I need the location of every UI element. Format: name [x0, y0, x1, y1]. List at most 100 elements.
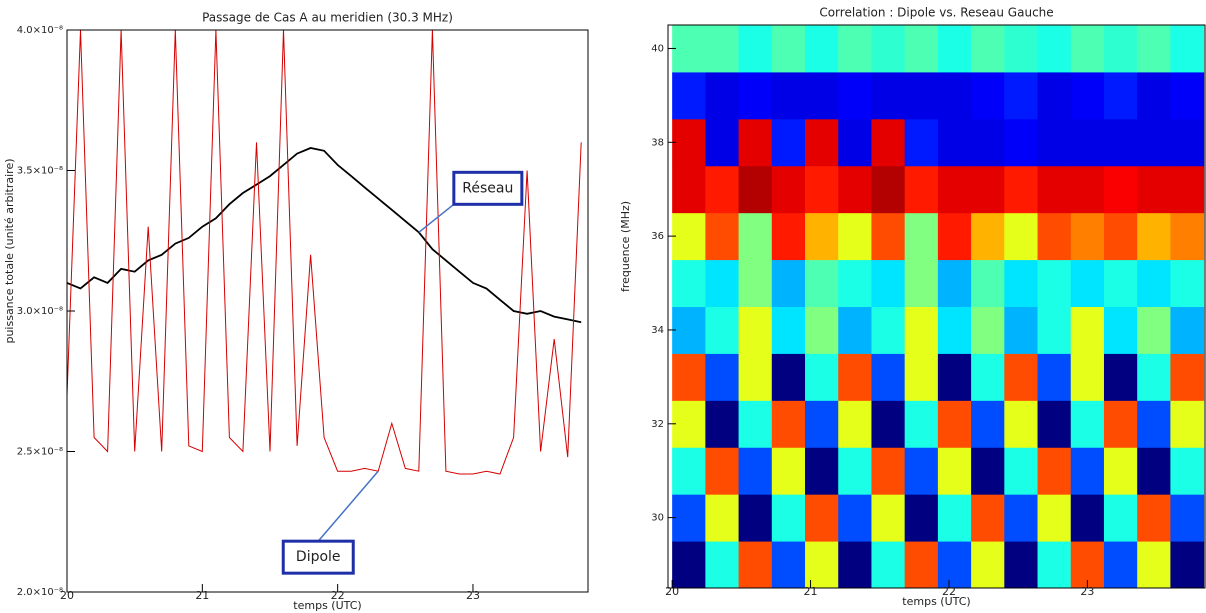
heat-cell — [1103, 447, 1138, 495]
y-tick-label: 36 — [651, 231, 664, 242]
heat-cell — [738, 165, 773, 214]
heat-cell — [1103, 306, 1138, 354]
heat-cell — [672, 353, 706, 401]
x-tick-label: 23 — [1080, 585, 1094, 598]
x-tick-label: 20 — [665, 585, 679, 598]
heat-cell — [904, 118, 939, 167]
heat-cell — [738, 494, 773, 542]
heat-cell — [1103, 71, 1138, 120]
heat-cell — [971, 306, 1005, 354]
heat-cell — [1004, 71, 1039, 120]
heat-cell — [1070, 165, 1105, 214]
heat-cell — [738, 400, 773, 448]
heat-cell — [805, 165, 839, 214]
series-line — [67, 147, 582, 324]
heat-cell — [1103, 400, 1138, 448]
heat-cell — [1137, 494, 1171, 542]
heat-cell — [937, 494, 972, 542]
heat-cell — [1004, 447, 1039, 495]
heat-cell — [672, 494, 706, 542]
heat-cell — [672, 259, 706, 307]
heat-cell — [838, 71, 872, 120]
heat-cell — [971, 400, 1005, 448]
heat-cell — [1037, 118, 1072, 167]
heat-cell — [1070, 353, 1105, 401]
legend-box — [452, 170, 524, 206]
series-line — [67, 30, 582, 475]
heat-cell — [705, 118, 740, 167]
heat-cell — [705, 447, 740, 495]
heat-cell — [738, 71, 773, 120]
heat-cell — [1103, 541, 1138, 588]
heat-cell — [937, 541, 972, 588]
heat-cell — [838, 212, 872, 261]
plot-frame — [667, 24, 1206, 589]
y-tick-label: 3.0×10⁻⁸ — [17, 306, 63, 317]
heat-cell — [672, 400, 706, 448]
heat-cell — [1170, 212, 1205, 261]
heat-cell — [1070, 212, 1105, 261]
heat-cell — [672, 71, 706, 120]
heat-cell — [738, 259, 773, 307]
heat-cell — [937, 212, 972, 261]
heat-cell — [705, 541, 740, 588]
heat-cell — [1137, 447, 1171, 495]
heat-cell — [937, 25, 972, 73]
heat-cell — [805, 259, 839, 307]
heat-cell — [805, 447, 839, 495]
heat-cell — [904, 400, 939, 448]
heat-cell — [771, 494, 806, 542]
heat-cell — [672, 118, 706, 167]
heat-cell — [705, 165, 740, 214]
heat-cell — [871, 541, 906, 588]
heat-cell — [771, 447, 806, 495]
y-axis-label: puissance totale (unité arbitraire) — [3, 158, 16, 343]
heat-cell — [771, 71, 806, 120]
heat-cell — [971, 165, 1005, 214]
heat-cell — [838, 118, 872, 167]
x-tick-label: 21 — [195, 589, 209, 602]
heat-cell — [1170, 25, 1205, 73]
heat-cell — [937, 165, 972, 214]
heat-cell — [1070, 71, 1105, 120]
heat-cell — [705, 306, 740, 354]
heat-cell — [771, 212, 806, 261]
chart-title: Passage de Cas A au meridien (30.3 MHz) — [202, 11, 453, 25]
heat-cell — [937, 259, 972, 307]
heat-cell — [1004, 165, 1039, 214]
heat-cell — [1004, 25, 1039, 73]
heat-cell — [971, 212, 1005, 261]
heat-cell — [672, 541, 706, 588]
heat-cell — [738, 212, 773, 261]
heat-cell — [672, 165, 706, 214]
heat-cell — [838, 259, 872, 307]
heat-cell — [771, 353, 806, 401]
heat-cell — [705, 212, 740, 261]
y-tick-label: 30 — [651, 513, 664, 524]
heat-cell — [1004, 212, 1039, 261]
heat-cell — [1070, 259, 1105, 307]
heat-cell — [1137, 71, 1171, 120]
heat-cell — [805, 353, 839, 401]
heat-cell — [771, 259, 806, 307]
heat-cell — [1004, 306, 1039, 354]
heat-cell — [904, 306, 939, 354]
heat-cell — [705, 400, 740, 448]
heat-cell — [1103, 212, 1138, 261]
heat-cell — [1137, 25, 1171, 73]
heat-cell — [1170, 541, 1205, 588]
y-tick-label: 2.0×10⁻⁸ — [17, 587, 63, 598]
heat-cell — [1170, 306, 1205, 354]
heat-cell — [1037, 165, 1072, 214]
heat-cell — [871, 447, 906, 495]
heat-cell — [805, 25, 839, 73]
heat-cell — [1170, 118, 1205, 167]
legend-box — [281, 539, 355, 575]
heat-cell — [937, 118, 972, 167]
heat-cell — [871, 306, 906, 354]
heat-cell — [871, 259, 906, 307]
heat-cell — [937, 447, 972, 495]
heat-cell — [1004, 541, 1039, 588]
heat-cell — [705, 71, 740, 120]
